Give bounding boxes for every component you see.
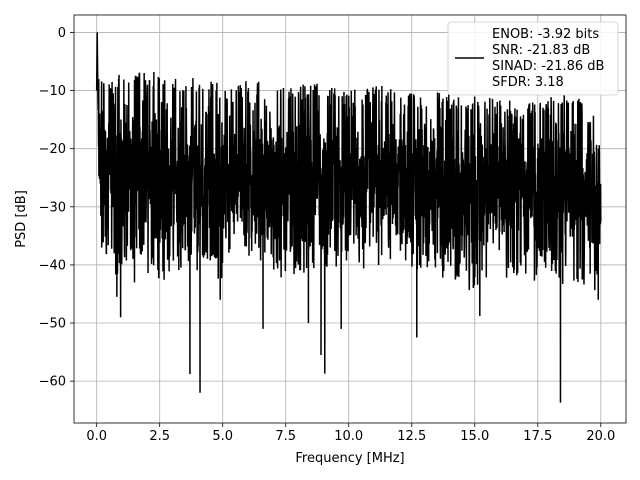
plot-frame xyxy=(73,14,627,424)
legend-sfdr: SFDR: 3.18 xyxy=(492,75,564,90)
x-tick-label: 7.5 xyxy=(275,429,296,444)
y-tick-label: −60 xyxy=(39,375,66,390)
legend-sinad: SINAD: -21.86 dB xyxy=(492,59,604,74)
y-axis: 0 −10 −20 −30 −40 −50 −60 xyxy=(39,26,74,390)
legend-enob: ENOB: -3.92 bits xyxy=(492,27,599,42)
series-line xyxy=(95,32,602,403)
y-tick-label: −20 xyxy=(39,142,66,157)
x-tick-label: 12.5 xyxy=(397,429,426,444)
x-tick-label: 10.0 xyxy=(334,429,363,444)
plot-series-group xyxy=(95,32,602,403)
x-axis: 0.0 2.5 5.0 7.5 10.0 12.5 15.0 17.5 20.0 xyxy=(86,423,615,444)
y-tick-label: 0 xyxy=(58,26,66,41)
x-tick-label: 2.5 xyxy=(149,429,170,444)
y-tick-label: −40 xyxy=(39,258,66,273)
x-tick-label: 0.0 xyxy=(86,429,107,444)
x-tick-label: 5.0 xyxy=(212,429,233,444)
x-axis-label: Frequency [MHz] xyxy=(295,451,404,466)
y-tick-label: −30 xyxy=(39,200,66,215)
y-tick-label: −10 xyxy=(39,84,66,99)
legend: ENOB: -3.92 bits SNR: -21.83 dB SINAD: -… xyxy=(447,21,619,96)
x-tick-label: 15.0 xyxy=(460,429,489,444)
legend-box xyxy=(447,21,619,96)
y-axis-label: PSD [dB] xyxy=(14,190,29,248)
x-tick-label: 20.0 xyxy=(586,429,615,444)
y-tick-label: −50 xyxy=(39,317,66,332)
x-tick-label: 17.5 xyxy=(523,429,552,444)
legend-snr: SNR: -21.83 dB xyxy=(492,43,590,58)
